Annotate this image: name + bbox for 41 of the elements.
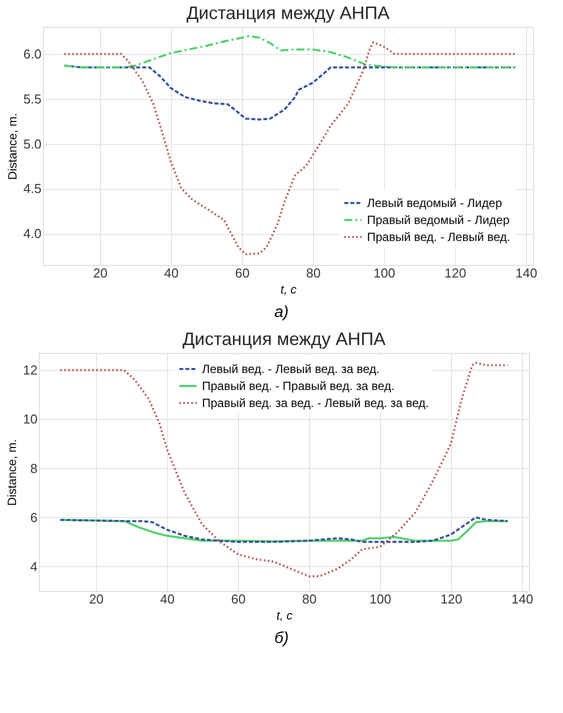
y-axis-title: Distance, m. (5, 113, 20, 180)
x-tick-label: 140 (516, 266, 538, 280)
y-tick-label: 8 (30, 460, 38, 476)
y-axis-title: Distance, m. (5, 439, 20, 506)
legend-label: Правый вед. за вед. - Левый вед. за вед. (202, 396, 429, 410)
chart-title: Дистанция между АНПА (182, 329, 386, 349)
legend-label: Левый ведомый - Лидер (367, 196, 502, 210)
x-tick-label: 60 (231, 592, 246, 606)
x-tick-label: 80 (302, 592, 317, 606)
x-tick-label: 100 (374, 266, 396, 280)
x-tick-label: 140 (512, 592, 534, 606)
y-tick-label: 12 (23, 362, 38, 378)
legend-label: Правый вед. - Правый вед. за вед. (202, 379, 394, 393)
x-tick-label: 120 (444, 266, 466, 280)
y-tick-label: 5.0 (23, 136, 42, 152)
legend-label: Левый вед. - Левый вед. за вед. (202, 362, 380, 376)
chart-title: Дистанция между АНПА (186, 3, 390, 23)
text: б) (273, 629, 290, 649)
y-tick-label: 4.5 (23, 181, 42, 196)
x-tick-label: 120 (440, 592, 462, 606)
x-axis-title: t, с (280, 282, 297, 296)
line-series (63, 41, 516, 256)
x-tick-label: 40 (164, 266, 179, 280)
legend-label: Правый вед. - Левый вед. (367, 230, 510, 244)
x-tick-label: 100 (370, 592, 392, 606)
y-tick-label: 6 (30, 510, 38, 525)
legend-label: Правый ведомый - Лидер (367, 213, 510, 227)
y-tick-label: 4.0 (23, 226, 42, 242)
x-axis-title: t, с (276, 608, 293, 622)
line-series (63, 34, 516, 68)
y-tick-label: 4 (30, 558, 38, 574)
line-series (59, 362, 509, 578)
y-tick-label: 10 (23, 412, 38, 427)
x-tick-label: 20 (89, 592, 104, 606)
x-tick-label: 60 (235, 266, 250, 280)
x-tick-label: 80 (306, 266, 321, 280)
y-tick-label: 6.0 (23, 46, 42, 62)
x-tick-label: 20 (93, 266, 108, 280)
x-tick-label: 40 (160, 592, 175, 606)
y-tick-label: 5.5 (23, 91, 42, 106)
text: а) (273, 303, 290, 323)
